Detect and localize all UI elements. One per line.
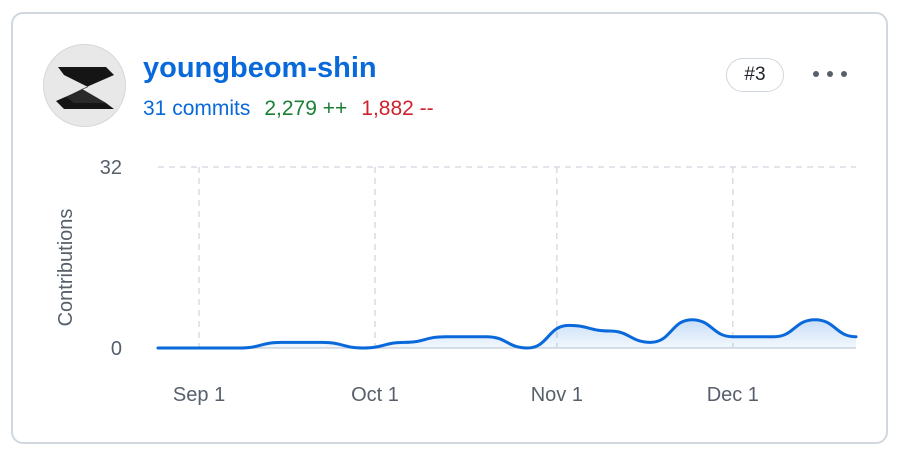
additions-count: 2,279 ++ bbox=[264, 97, 348, 120]
x-tick-label: Sep 1 bbox=[173, 384, 225, 406]
series-area bbox=[158, 319, 856, 348]
kebab-horizontal-icon bbox=[813, 71, 847, 77]
x-tick-label: Oct 1 bbox=[351, 384, 399, 406]
rank-badge: #3 bbox=[726, 58, 784, 92]
contribution-stats: 31 commits 2,279 ++ 1,882 -- bbox=[143, 97, 448, 121]
series-line bbox=[156, 318, 858, 350]
x-tick-label: Dec 1 bbox=[707, 384, 759, 406]
identicon-avatar-icon bbox=[44, 45, 125, 126]
username-link[interactable]: youngbeom-shin bbox=[143, 52, 377, 84]
y-tick-label: 32 bbox=[100, 157, 122, 179]
deletions-count: 1,882 -- bbox=[361, 97, 434, 120]
avatar[interactable] bbox=[43, 44, 126, 127]
x-tick-label: Nov 1 bbox=[531, 384, 583, 406]
y-axis-title: Contributions bbox=[55, 209, 77, 327]
y-tick-label: 0 bbox=[111, 338, 122, 360]
commits-link[interactable]: 31 commits bbox=[143, 97, 251, 120]
more-options-button[interactable] bbox=[808, 60, 852, 88]
